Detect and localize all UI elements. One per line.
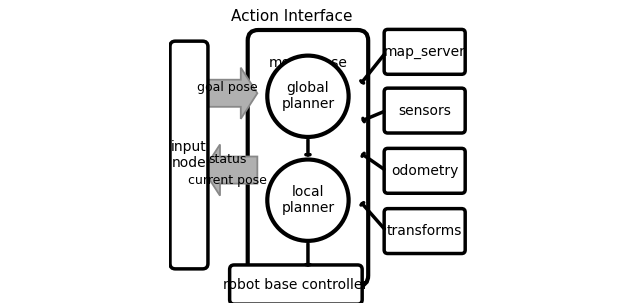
Circle shape (268, 56, 349, 137)
Polygon shape (204, 68, 257, 119)
Text: odometry: odometry (391, 164, 458, 178)
FancyBboxPatch shape (384, 88, 465, 133)
Text: goal pose: goal pose (197, 81, 258, 94)
FancyBboxPatch shape (384, 148, 465, 193)
FancyBboxPatch shape (248, 30, 368, 286)
Text: global
planner: global planner (282, 81, 335, 111)
Text: Action Interface: Action Interface (231, 9, 353, 24)
Circle shape (268, 160, 349, 241)
FancyBboxPatch shape (230, 265, 362, 304)
FancyBboxPatch shape (170, 41, 208, 269)
Polygon shape (204, 144, 257, 196)
Text: move_base: move_base (269, 56, 348, 70)
Text: current pose: current pose (188, 174, 267, 187)
Text: map_server: map_server (384, 45, 466, 59)
FancyBboxPatch shape (384, 29, 465, 74)
Text: transforms: transforms (387, 224, 462, 238)
FancyBboxPatch shape (384, 209, 465, 254)
Text: robot base controller: robot base controller (223, 278, 369, 292)
Text: input
node: input node (171, 140, 207, 170)
Text: local
planner: local planner (282, 185, 335, 215)
Text: sensors: sensors (398, 104, 451, 118)
Text: status: status (208, 153, 246, 166)
